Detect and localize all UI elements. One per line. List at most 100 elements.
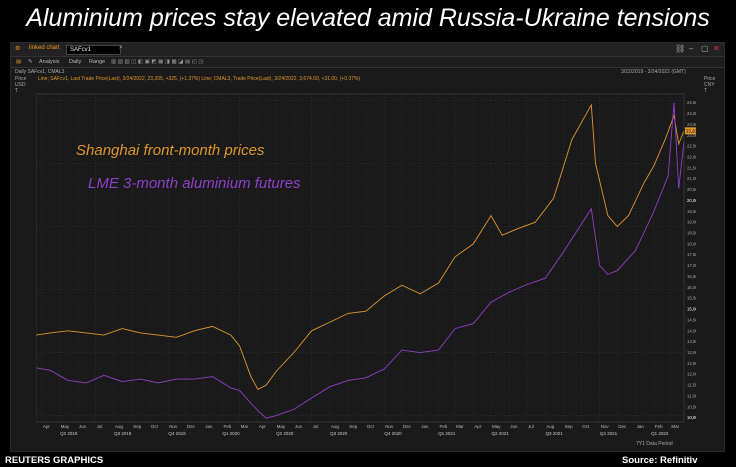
x-month-label: Mar <box>671 424 679 429</box>
plot-frame <box>36 93 685 423</box>
page-title: Aluminium prices stay elevated amid Russ… <box>26 4 710 32</box>
x-month-label: Apr <box>43 424 51 429</box>
x-quarter-label: Q4 2020 <box>384 431 402 436</box>
y-right-tick: 11,500 <box>687 383 696 388</box>
y-right-tick: 20,000 <box>687 198 696 203</box>
x-quarter-label: Q4 2021 <box>600 431 618 436</box>
right-axis-header: Price CNY T <box>704 76 716 94</box>
y-right-tick: 10,000 <box>687 415 696 420</box>
right-last-value: 23,205 <box>686 128 696 133</box>
link-icon[interactable]: ⛓ <box>675 44 686 53</box>
y-right-tick: 16,000 <box>687 285 696 290</box>
y-right-tick: 22,500 <box>687 144 696 149</box>
y-right-tick: 20,500 <box>687 187 696 192</box>
x-quarter-label: Q3 2021 <box>546 431 564 436</box>
y-right-tick: 18,000 <box>687 241 696 246</box>
x-month-label: Feb <box>439 424 447 429</box>
series-shanghai-line <box>36 103 685 391</box>
plot-background <box>36 94 684 422</box>
x-month-label: Dec <box>618 424 627 429</box>
y-right-tick: 13,000 <box>687 350 696 355</box>
x-month-label: May <box>492 424 501 429</box>
chart-window: ⚙ linked chart SAFcv1 ⌕ ⛓ – ▢ ✕ ▤ ✎ Anal… <box>10 42 725 452</box>
x-month-label: Jun <box>79 424 87 429</box>
y-right-tick: 14,500 <box>687 317 696 322</box>
y-right-tick: 21,000 <box>687 176 696 181</box>
draw-tool-icon[interactable]: ✎ <box>28 59 33 65</box>
y-right-tick: 15,500 <box>687 296 696 301</box>
x-month-label: Jan <box>421 424 429 429</box>
app-icon: ⚙ <box>15 46 21 52</box>
y-right-tick: 17,500 <box>687 252 696 257</box>
y-right-tick: 22,000 <box>687 154 696 159</box>
annotation-lme: LME 3-month aluminium futures <box>88 175 301 192</box>
footer-source: Source: Refinitiv <box>622 455 698 466</box>
y-right-tick: 12,000 <box>687 372 696 377</box>
x-month-label: Jul <box>528 424 534 429</box>
y-right-tick: 18,500 <box>687 231 696 236</box>
y-right-tick: 19,000 <box>687 220 696 225</box>
x-month-label: Jul <box>97 424 103 429</box>
x-month-label: Oct <box>582 424 590 429</box>
toolbar-range[interactable]: Range <box>89 59 106 65</box>
x-quarter-label: Q2 2020 <box>276 431 294 436</box>
x-month-label: Apr <box>474 424 482 429</box>
close-icon[interactable]: ✕ <box>713 44 720 53</box>
series-lme-line <box>36 102 685 419</box>
minimize-icon[interactable]: – <box>689 44 694 53</box>
x-month-label: Jan <box>637 424 645 429</box>
y-right-tick: 11,000 <box>687 393 696 398</box>
x-month-label: Aug <box>546 424 555 429</box>
x-month-label: Apr <box>259 424 267 429</box>
search-icon[interactable]: ⌕ <box>119 44 123 51</box>
y-right-tick: 23,000 <box>687 133 696 138</box>
data-period-status: 7Y1 Data Period <box>636 441 673 447</box>
x-quarter-label: Q1 2020 <box>222 431 240 436</box>
range-label: 3/22/2019 - 3/24/2022 (GMT) <box>621 69 686 75</box>
x-quarter-label: Q4 2019 <box>168 431 186 436</box>
right-last-badge <box>685 127 696 135</box>
y-right-tick: 14,000 <box>687 328 696 333</box>
x-month-label: Oct <box>367 424 375 429</box>
x-month-label: May <box>277 424 286 429</box>
maximize-icon[interactable]: ▢ <box>701 44 709 53</box>
x-month-label: Jun <box>510 424 518 429</box>
x-month-label: Jun <box>295 424 303 429</box>
ticker-input[interactable]: SAFcv1 <box>66 45 121 55</box>
y-right-tick: 17,000 <box>687 263 696 268</box>
x-month-label: Dec <box>187 424 196 429</box>
x-quarter-label: Q3 2019 <box>114 431 132 436</box>
interval-label: Daily SAFcv1, CMAL3 <box>15 69 65 75</box>
chart-plot[interactable]: Apr May Jun Jul Aug Sep Oct Nov Dec Jan Feb Mar Apr M… <box>36 82 696 440</box>
toolbar-daily[interactable]: Daily <box>69 59 82 65</box>
x-month-label: Mar <box>456 424 464 429</box>
x-month-label: Aug <box>115 424 124 429</box>
x-month-label: Nov <box>601 424 610 429</box>
chart-tool-icon[interactable]: ▤ <box>16 59 22 65</box>
toolbar-analysis[interactable]: Analysis <box>39 59 60 65</box>
x-month-label: Nov <box>385 424 394 429</box>
x-quarter-label: Q3 2020 <box>330 431 348 436</box>
y-right-tick: 13,500 <box>687 339 696 344</box>
left-axis-header: Price USD T <box>15 76 27 94</box>
x-month-label: Aug <box>331 424 340 429</box>
x-month-label: Sep <box>133 424 142 429</box>
x-month-label: Sep <box>565 424 574 429</box>
x-quarter-label: Q2 2019 <box>60 431 78 436</box>
toolbar-icons[interactable]: ▥ ▧ ▨ ◫ ◧ ▣ ◩ ▦ ◨ ▩ ◪ ▤ ◰ ◳ <box>111 59 204 65</box>
footer-credit: REUTERS GRAPHICS <box>5 455 104 466</box>
x-month-label: Dec <box>403 424 412 429</box>
y-right-tick: 10,500 <box>687 404 696 409</box>
x-month-label: Sep <box>349 424 358 429</box>
window-titlebar: ⚙ linked chart SAFcv1 ⌕ ⛓ – ▢ ✕ <box>11 43 724 57</box>
y-right-tick: 19,500 <box>687 209 696 214</box>
annotation-shanghai: Shanghai front-month prices <box>76 142 265 159</box>
y-right-tick: 15,000 <box>687 307 696 312</box>
x-month-label: Jul <box>313 424 319 429</box>
x-month-label: Oct <box>151 424 159 429</box>
x-quarter-label: Q2 2021 <box>492 431 510 436</box>
y-right-tick: 21,500 <box>687 165 696 170</box>
y-right-tick: 23,500 <box>687 122 696 127</box>
y-right-tick: 12,500 <box>687 361 696 366</box>
y-right-tick: 24,000 <box>687 111 696 116</box>
